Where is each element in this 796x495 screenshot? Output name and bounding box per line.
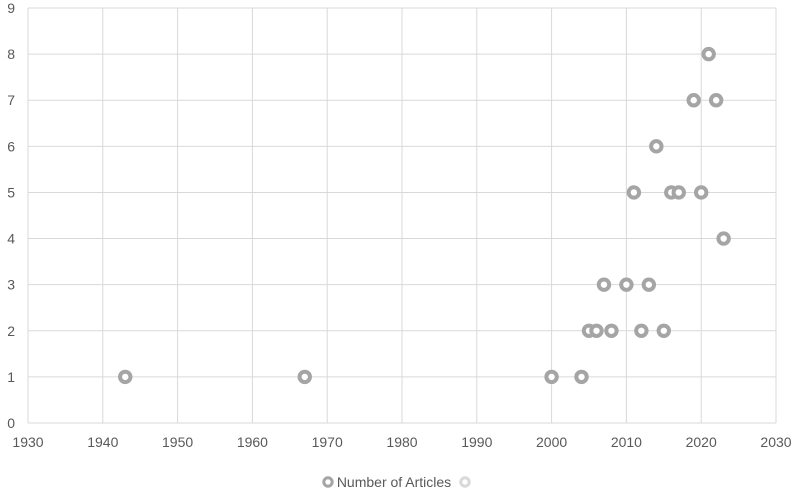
y-tick-label: 0	[7, 415, 15, 431]
x-tick-label: 1930	[12, 434, 43, 450]
y-tick-label: 5	[7, 184, 15, 200]
data-point	[641, 277, 657, 292]
data-point	[626, 185, 642, 200]
data-point	[708, 93, 724, 108]
legend: Number of Articles	[0, 474, 796, 490]
y-tick-label: 8	[7, 46, 15, 62]
x-tick-label: 1940	[87, 434, 118, 450]
x-tick-label: 1970	[312, 434, 343, 450]
data-point	[686, 93, 701, 108]
legend-marker-icon	[459, 476, 471, 488]
x-tick-label: 2010	[611, 434, 642, 450]
y-tick-label: 2	[7, 323, 15, 339]
x-tick-label: 2000	[536, 434, 567, 450]
x-tick-label: 2030	[760, 434, 791, 450]
data-point	[716, 231, 731, 246]
x-tick-label: 1980	[386, 434, 417, 450]
data-point	[574, 369, 589, 385]
data-point	[649, 139, 664, 154]
y-tick-label: 3	[7, 277, 15, 293]
y-tick-label: 6	[7, 138, 15, 154]
x-tick-label: 1960	[237, 434, 268, 450]
data-point	[619, 277, 634, 292]
data-point	[118, 369, 133, 385]
x-tick-label: 1950	[162, 434, 193, 450]
legend-item-series-2	[459, 476, 474, 488]
y-tick-label: 1	[7, 369, 15, 385]
legend-item-number-of-articles: Number of Articles	[322, 474, 451, 490]
data-point	[656, 323, 671, 338]
data-point	[544, 369, 559, 385]
data-point	[694, 185, 709, 200]
data-point	[634, 323, 649, 338]
data-point	[604, 323, 619, 338]
x-tick-label: 1990	[461, 434, 492, 450]
data-point	[589, 323, 604, 338]
y-tick-label: 7	[7, 92, 15, 108]
legend-label: Number of Articles	[336, 474, 452, 490]
y-tick-label: 4	[7, 231, 15, 247]
data-point	[701, 46, 716, 62]
y-tick-label: 9	[7, 0, 15, 16]
data-point	[671, 185, 686, 200]
data-point	[596, 277, 612, 292]
data-point	[297, 369, 312, 385]
x-tick-label: 2020	[686, 434, 717, 450]
legend-marker-icon	[322, 476, 334, 488]
